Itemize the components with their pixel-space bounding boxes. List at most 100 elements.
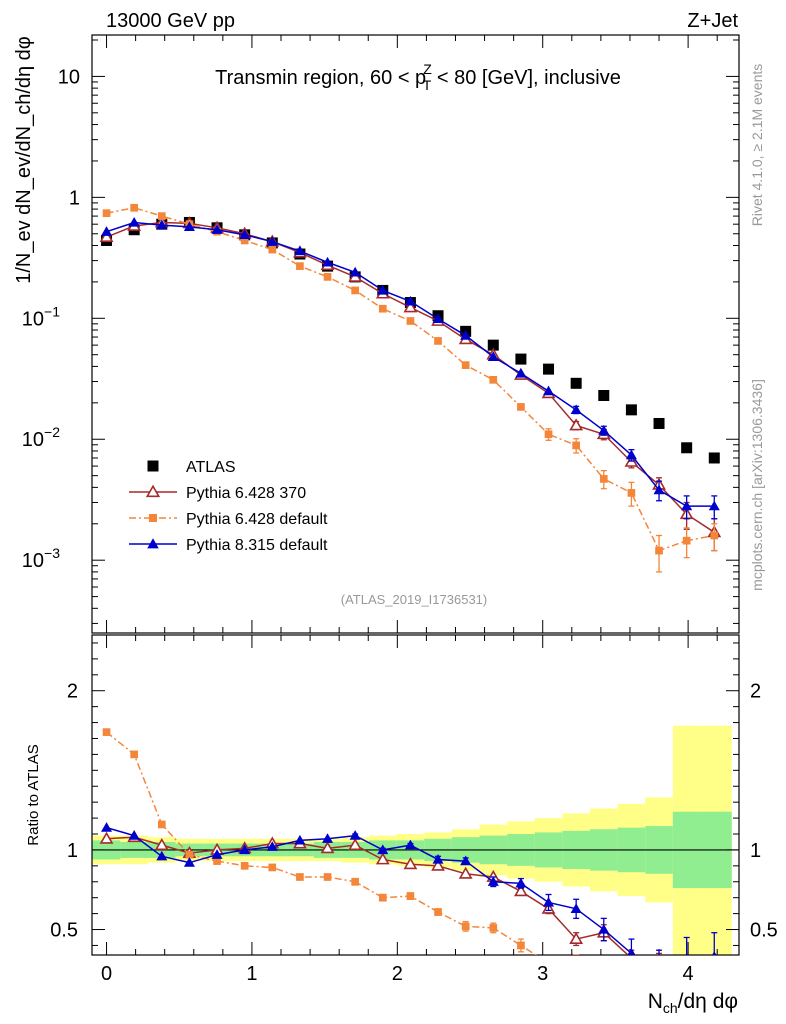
x-tick-label: 0 (101, 963, 112, 985)
ratio-point-pythia-6-428-default (102, 728, 111, 736)
ratio-point-pythia-6-428-default (157, 820, 166, 829)
legend: ATLAS Pythia 6.428 370 Pythia 6.428 defaul… (129, 459, 328, 554)
ratio-point-pythia-6-428-370 (348, 838, 363, 851)
main-point-pythia-8-315-default (128, 216, 140, 227)
main-point-pythia-6-428-default (627, 489, 636, 497)
main-point-atlas (570, 377, 582, 389)
main-point-pythia-8-315-default (239, 229, 251, 239)
main-point-pythia-6-428-default (544, 430, 553, 439)
ratio-ytick-label-left: 1 (67, 840, 78, 862)
main-point-pythia-6-428-default (572, 441, 580, 450)
main-point-atlas (515, 353, 527, 365)
main-point-pythia-6-428-default (434, 337, 442, 345)
main-point-pythia-6-428-default (406, 317, 415, 325)
ratio-point-pythia-6-428-default (378, 893, 387, 902)
ratio-point-pythia-8-315-default (598, 924, 610, 934)
legend-marker (147, 538, 159, 549)
ratio-point-pythia-6-428-default (213, 857, 221, 865)
main-point-pythia-8-315-default (515, 367, 527, 378)
ratio-ylabel: Ratio to ATLAS (25, 744, 42, 845)
plot-title-sub: T (423, 77, 432, 93)
main-point-pythia-8-315-default (156, 219, 168, 230)
rivet-label: Rivet 4.1.0, ≥ 2.1M events (749, 64, 765, 227)
legend-marker (147, 460, 159, 472)
main-point-pythia-8-315-default (404, 295, 416, 306)
ratio-point-pythia-8-315-default (266, 841, 278, 851)
x-axis-label: Nch/dη dφ (648, 990, 738, 1016)
ratio-point-pythia-6-428-default (240, 862, 249, 870)
main-point-pythia-6-428-default (710, 531, 719, 540)
ratio-point-pythia-8-315-default (487, 876, 499, 886)
main-ytick-label: 1 (69, 187, 80, 209)
ratio-point-pythia-6-428-default (406, 892, 415, 900)
main-point-pythia-6-428-default (323, 273, 332, 281)
main-point-atlas (708, 452, 720, 464)
ratio-point-pythia-6-428-default (572, 958, 580, 966)
legend-label: Pythia 6.428 default (186, 511, 328, 528)
x-axis-label-main: N (648, 990, 663, 1013)
main-point-pythia-6-428-default (240, 236, 249, 245)
main-point-pythia-8-315-default (101, 226, 113, 236)
ratio-point-pythia-8-315-default (570, 903, 582, 913)
mcplots-label: mcplots.cern.ch [arXiv:1306.3436] (749, 379, 765, 591)
main-point-pythia-8-315-default (570, 404, 582, 414)
main-point-pythia-6-428-default (351, 286, 360, 295)
ratio-point-pythia-8-315-default (128, 830, 140, 840)
ratio-ytick-label-right: 2 (750, 681, 761, 703)
ratio-point-pythia-6-428-default (710, 969, 718, 977)
x-tick-label: 3 (537, 963, 548, 985)
main-point-pythia-8-315-default (681, 500, 693, 511)
ratio-point-pythia-8-315-default (712, 951, 717, 955)
ratio-point-pythia-8-315-default (432, 853, 444, 864)
ratio-point-pythia-6-428-370 (658, 954, 660, 955)
main-point-pythia-6-428-default (378, 304, 387, 313)
x-tick-label: 4 (683, 963, 694, 985)
ratio-point-pythia-6-428-default (268, 863, 277, 872)
main-ylabel: 1/N_ev dN_ev/dN_ch/dη dφ (13, 36, 35, 284)
main-line-pythia-6-428-default (106, 207, 715, 552)
main-point-pythia-6-428-default (157, 212, 166, 220)
main-point-pythia-8-315-default (294, 245, 306, 256)
ratio-point-pythia-6-428-default (323, 873, 332, 881)
main-point-pythia-6-428-default (461, 361, 470, 369)
main-point-pythia-8-315-default (377, 284, 389, 295)
ratio-point-pythia-8-315-default (239, 844, 251, 855)
main-point-atlas (681, 442, 693, 454)
main-point-pythia-6-428-default (296, 262, 304, 270)
main-point-pythia-8-315-default (487, 351, 499, 361)
plot-title-sup: Z (423, 61, 432, 77)
ratio-point-pythia-6-428-default (185, 850, 194, 859)
main-point-atlas (625, 404, 637, 416)
legend-label: Pythia 6.428 370 (186, 485, 306, 502)
ratio-point-pythia-6-428-370 (403, 857, 418, 870)
main-point-pythia-8-315-default (349, 266, 361, 277)
ratio-ytick-label-right: 0.5 (750, 920, 778, 942)
ratio-point-pythia-6-428-370 (458, 866, 473, 879)
main-point-pythia-8-315-default (708, 500, 720, 511)
ratio-point-pythia-8-315-default (211, 849, 223, 859)
ratio-point-pythia-8-315-default (377, 844, 389, 855)
main-point-pythia-6-428-370 (99, 229, 114, 242)
main-point-pythia-6-428-default (655, 546, 663, 555)
plot-title-before: Transmin region, 60 < p (215, 67, 426, 89)
main-point-pythia-8-315-default (598, 425, 610, 435)
plot-title: Transmin region, 60 < pZ T < 80 [GeV], in… (215, 61, 621, 93)
main-point-pythia-8-315-default (183, 221, 195, 232)
main-point-pythia-8-315-default (543, 385, 555, 396)
main-point-pythia-6-428-default (682, 536, 691, 545)
main-point-pythia-6-428-default (102, 209, 111, 218)
ratio-point-pythia-6-428-370 (431, 858, 445, 871)
ratio-point-pythia-6-428-370 (154, 838, 169, 851)
ratio-point-pythia-8-315-default (543, 896, 555, 907)
main-point-pythia-6-428-default (599, 475, 608, 483)
main-point-pythia-6-428-370 (569, 418, 584, 431)
ratio-point-pythia-8-315-default (349, 830, 361, 840)
ratio-point-pythia-6-428-370 (375, 852, 390, 865)
ratio-ytick-label-right: 1 (750, 840, 761, 862)
ratio-point-pythia-6-428-default (434, 908, 442, 916)
ratio-point-pythia-6-428-default (130, 750, 139, 759)
ratio-point-pythia-8-315-default (322, 833, 334, 843)
ratio-point-pythia-8-315-default (515, 877, 527, 888)
ratio-point-pythia-6-428-370 (514, 884, 528, 897)
